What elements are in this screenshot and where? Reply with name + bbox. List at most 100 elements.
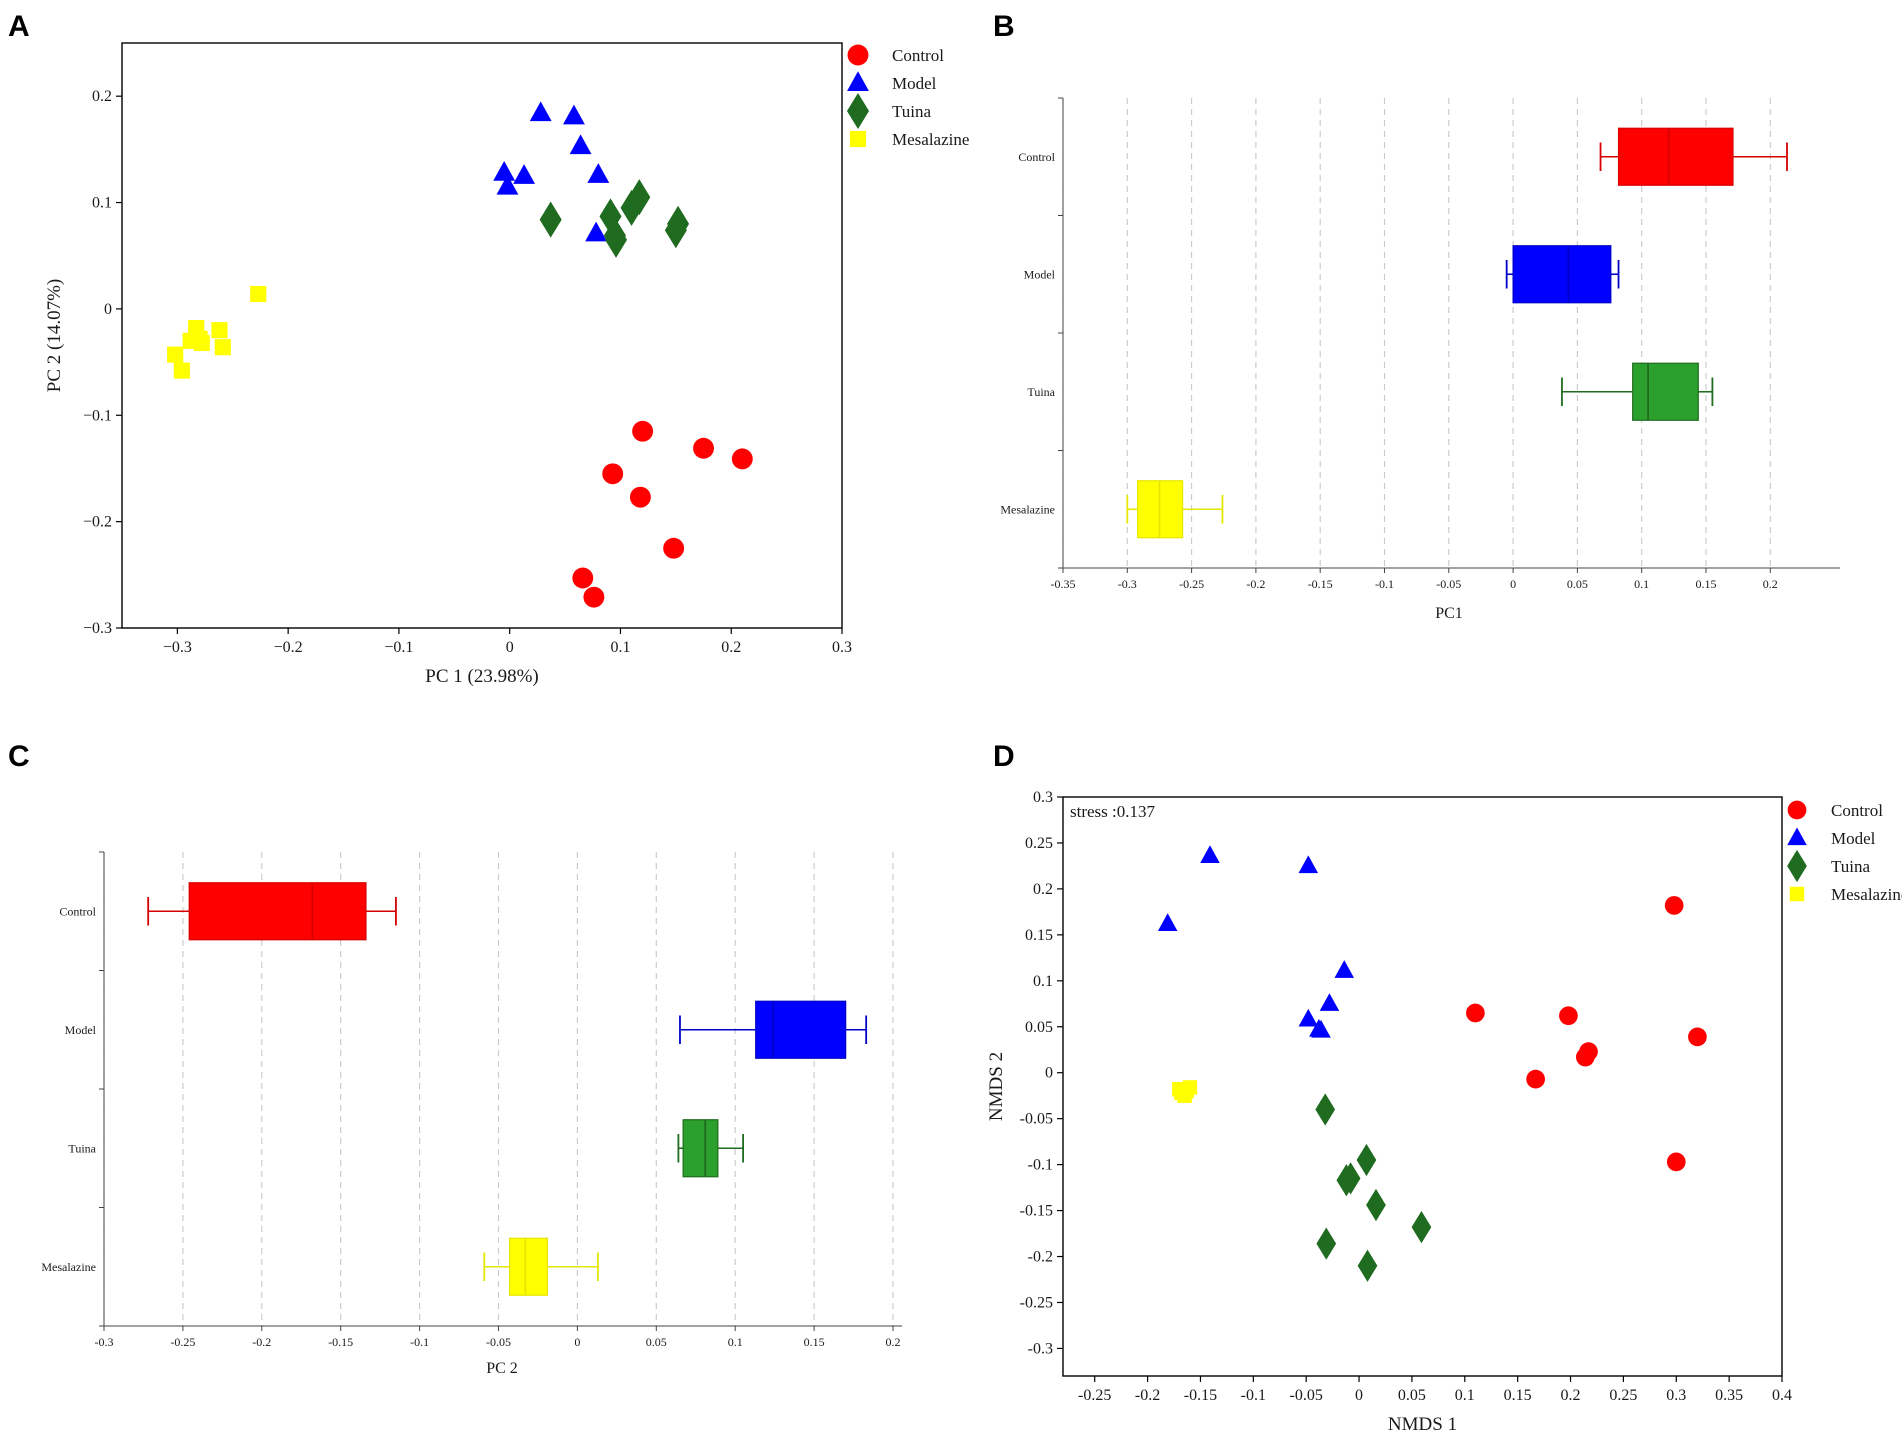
panel-a-point-tuina [539,201,562,238]
panel-d-x-tick-label: 0.15 [1504,1387,1532,1404]
panel-d-legend-marker-control [1787,800,1807,820]
panel-c-x-tick-label: 0.05 [646,1335,667,1349]
panel-a-point-tuina [667,205,690,242]
panel-c-x-tick-label: -0.1 [410,1335,429,1349]
panel-b-x-tick-label: 0.2 [1763,577,1778,591]
panel-d-point-control [1666,1152,1686,1172]
panel-d-x-tick-label: 0.3 [1666,1387,1686,1404]
panel-c-box-model-iqr [755,1000,847,1059]
panel-d-point-tuina [1340,1162,1361,1195]
panel-label-b: B [993,10,1015,43]
panel-a-legend-label-control: Control [892,46,944,65]
panel-b-x-tick-label: 0.1 [1634,577,1649,591]
panel-d-point-tuina [1366,1188,1386,1222]
panel-a-point-tuina [599,198,622,235]
panel-c-box-control-iqr [188,882,367,941]
panel-a-point-tuina [620,189,643,226]
panel-a-point-mesalazine [211,322,228,339]
panel-d-legend-label-mesalazine: Mesalazine [1831,885,1902,904]
panel-c-x-tick-label: 0.15 [804,1335,825,1349]
panel-b-category-label-mesalazine: Mesalazine [1000,502,1055,516]
panel-a-x-tick-label: 0 [506,639,514,656]
panel-a-y-tick-label: −0.1 [83,407,112,424]
panel-d-point-tuina [1316,1227,1337,1260]
panel-a-point-tuina [628,179,651,216]
panel-d-y-axis-title: NMDS 2 [986,1052,1007,1121]
panel-d-y-tick-label: -0.2 [1028,1249,1053,1266]
panel-d-point-model [1298,855,1319,874]
panel-a-point-mesalazine [167,346,184,363]
panel-d-y-tick-label: 0.1 [1033,973,1053,990]
panel-b-box-control-iqr [1617,127,1734,186]
panel-b-category-label-model: Model [1024,267,1056,281]
panel-b-x-tick-label: 0.15 [1695,577,1716,591]
panel-a-point-control [629,486,651,508]
panel-d-x-tick-label: -0.25 [1078,1387,1111,1404]
panel-d-y-tick-label: 0.3 [1033,789,1053,806]
panel-a-legend-marker-model [847,71,869,91]
panel-c-x-axis-title: PC 2 [486,1360,518,1377]
panel-b-x-tick-label: -0.3 [1118,577,1137,591]
panel-d-point-model [1311,1019,1331,1038]
panel-a-point-control [572,567,594,589]
panel-d-x-axis-title: NMDS 1 [1388,1414,1457,1435]
panel-d-x-tick-label: 0.25 [1609,1387,1637,1404]
panel-c-x-tick-label: -0.3 [95,1335,114,1349]
panel-b-x-tick-label: -0.2 [1246,577,1265,591]
panel-a-point-model [587,163,610,183]
panel-d-y-tick-label: 0.15 [1025,927,1053,944]
panel-b-category-label-control: Control [1018,150,1055,164]
panel-c-category-label-tuina: Tuina [68,1141,96,1155]
panel-c-x-tick-label: -0.05 [486,1335,511,1349]
panel-a-x-tick-label: −0.3 [163,639,192,656]
panel-d-y-tick-label: 0.25 [1025,835,1053,852]
panel-a-point-mesalazine [214,339,231,356]
panel-d-y-tick-label: 0 [1045,1065,1053,1082]
panel-d-legend-marker-mesalazine [1789,886,1805,902]
panel-a-point-mesalazine [250,285,267,303]
panel-d-x-tick-label: 0 [1355,1387,1363,1404]
panel-c-x-tick-label: 0.2 [886,1335,901,1349]
panel-d-point-model [1334,960,1355,978]
panel-a-legend-marker-mesalazine [849,130,867,148]
panel-b-x-tick-label: -0.35 [1051,577,1076,591]
panel-a-point-control [602,463,624,485]
panel-a-y-tick-label: 0.1 [92,195,112,212]
panel-a-point-model [493,160,516,181]
panel-d-point-mesalazine [1179,1083,1194,1099]
panel-a-legend-label-model: Model [892,74,937,93]
panel-d-point-control [1664,896,1684,915]
panel-a-x-axis-title: PC 1 (23.98%) [425,666,538,687]
panel-c-x-tick-label: -0.25 [170,1335,195,1349]
panel-c-category-label-model: Model [65,1023,97,1037]
panel-a-x-tick-label: 0.1 [610,639,630,656]
panel-d-point-model [1298,1008,1319,1027]
panel-a-x-tick-label: 0.3 [832,639,852,656]
panel-d-y-tick-label: -0.1 [1028,1157,1053,1174]
panel-a-y-tick-label: 0.2 [92,88,112,105]
panel-d-y-tick-label: 0.05 [1025,1019,1053,1036]
panel-d-point-model [1157,913,1178,931]
panel-d-stress-annotation: stress :0.137 [1070,802,1156,821]
panel-d-legend-label-control: Control [1831,801,1883,820]
panel-a-point-control [663,537,685,559]
panel-d-x-tick-label: 0.35 [1715,1387,1743,1404]
panel-c-x-tick-label: 0.1 [728,1335,743,1349]
panel-d-point-control [1559,1006,1578,1026]
panel-d-point-model [1200,845,1220,863]
panel-b-box-model-iqr [1512,245,1612,304]
panel-b-x-axis-title: PC1 [1435,605,1463,622]
panel-a-y-tick-label: −0.3 [83,620,112,637]
panel-d-x-tick-label: -0.2 [1135,1387,1160,1404]
panel-a-x-tick-label: −0.1 [384,639,413,656]
panel-b-x-tick-label: 0.05 [1567,577,1588,591]
panel-a-plot-frame [121,42,843,629]
panel-b-x-tick-label: 0 [1510,577,1516,591]
panel-b-category-label-tuina: Tuina [1027,385,1055,399]
panel-a-legend-label-tuina: Tuina [892,102,932,121]
panel-a-point-model [496,174,519,195]
panel-d-y-tick-label: -0.05 [1020,1111,1053,1128]
panel-d-legend-label-tuina: Tuina [1831,857,1871,876]
panel-a-y-tick-label: 0 [104,301,112,318]
panel-d-x-tick-label: 0.05 [1398,1387,1426,1404]
